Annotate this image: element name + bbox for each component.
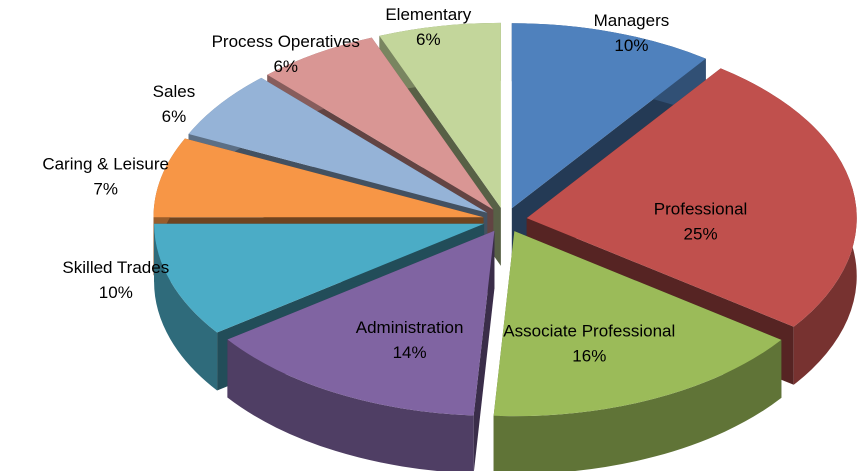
slice-value-label: 14% bbox=[393, 343, 427, 362]
slice-label: Sales bbox=[153, 82, 196, 101]
slice-top bbox=[511, 23, 706, 209]
slice-label: Skilled Trades bbox=[62, 258, 169, 277]
slice-top bbox=[153, 138, 484, 218]
slice bbox=[493, 231, 782, 471]
slice-value-label: 25% bbox=[684, 225, 718, 244]
slice-label: Professional bbox=[654, 200, 748, 219]
slice-wall bbox=[493, 339, 782, 471]
slice-value-label: 7% bbox=[93, 180, 118, 199]
slice-top bbox=[154, 223, 485, 333]
slice-top bbox=[493, 231, 782, 417]
slice-value-label: 6% bbox=[273, 57, 298, 76]
slice-value-label: 16% bbox=[572, 346, 606, 365]
slice-top bbox=[526, 68, 857, 327]
slice-value-label: 10% bbox=[614, 36, 648, 55]
slice bbox=[227, 230, 495, 471]
slice-label: Associate Professional bbox=[503, 321, 675, 340]
slice-wall bbox=[227, 339, 474, 471]
slice-label: Caring & Leisure bbox=[42, 155, 169, 174]
slice-label: Elementary bbox=[385, 5, 471, 24]
slice-value-label: 6% bbox=[416, 30, 441, 49]
slice-label: Managers bbox=[594, 11, 670, 30]
slice-top bbox=[379, 22, 501, 208]
slice-top bbox=[227, 230, 495, 416]
slice-wall bbox=[154, 223, 218, 391]
slice-top bbox=[188, 77, 488, 213]
slice-value-label: 10% bbox=[99, 283, 133, 302]
slice-top bbox=[267, 37, 494, 210]
slice-label: Process Operatives bbox=[212, 32, 360, 51]
slice-label: Administration bbox=[356, 318, 464, 337]
slice-value-label: 6% bbox=[162, 107, 187, 126]
